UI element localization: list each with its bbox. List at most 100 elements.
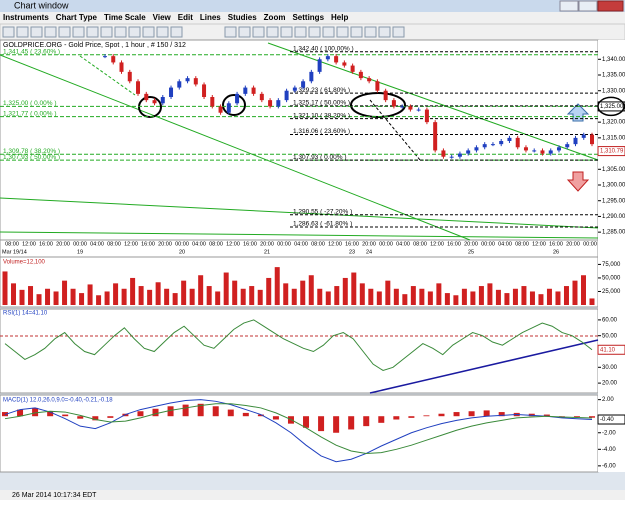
tool-button[interactable] [308,26,321,38]
candle [193,78,198,85]
macd-bar [257,414,264,417]
time-label: 16:00 [345,241,359,247]
candle [111,56,116,63]
candle [383,90,388,101]
volume-bar [419,288,425,305]
y-tick-label: 1,340.00 [602,57,625,63]
date-label: 19 [77,249,83,255]
menu-item[interactable]: View [153,13,172,22]
y-tick-label: 1,290.00 [602,214,625,220]
macd-bar [227,409,234,417]
macd-bar [333,416,340,433]
menu-item[interactable]: Settings [292,13,324,22]
menu-item[interactable]: Time Scale [104,13,146,22]
time-label: 00:00 [583,241,597,247]
tool-button[interactable] [336,26,349,38]
tool-button[interactable] [72,26,85,38]
candle [375,81,380,91]
price-panel [0,39,599,241]
time-label: 00:00 [379,241,393,247]
volume-bar [487,283,493,305]
time-label: 20:00 [566,241,580,247]
candle [152,100,157,104]
tool-button[interactable] [2,26,15,38]
macd-bar [47,411,54,417]
volume-bar [555,291,561,305]
menu-item[interactable]: Lines [200,13,221,22]
tool-button[interactable] [86,26,99,38]
candle [342,62,347,66]
volume-bar [325,291,331,305]
candle [185,78,190,82]
trend-line [0,231,599,239]
time-label: 04:00 [192,241,206,247]
candle [251,87,256,94]
menu-item[interactable]: Help [331,13,348,22]
tool-button[interactable] [280,26,293,38]
tool-button[interactable] [58,26,71,38]
tool-button[interactable] [266,26,279,38]
fib-label: 1,341.45 ( 23.60% ) [3,48,60,55]
tool-button[interactable] [44,26,57,38]
maximize-button[interactable] [578,0,598,12]
time-label: 16:00 [447,241,461,247]
volume-bar [351,272,357,305]
time-label: 12:00 [532,241,546,247]
volume-bar [427,291,433,305]
fib-label: 1,307.93 ( 0.00% ) [293,154,346,161]
tool-button[interactable] [156,26,169,38]
menu-item[interactable]: Chart Type [56,13,98,22]
tool-button[interactable] [294,26,307,38]
tool-button[interactable] [252,26,265,38]
tool-button[interactable] [350,26,363,38]
volume-bar [436,283,442,305]
menu-item[interactable]: Studies [228,13,257,22]
volume-bar [28,286,34,305]
candle [127,71,132,82]
tool-button[interactable] [30,26,43,38]
volume-bar [385,280,391,305]
candle [400,106,405,108]
tool-button[interactable] [170,26,183,38]
tool-button[interactable] [322,26,335,38]
y-tick-label: 1,285.00 [602,230,625,236]
volume-bar [206,286,212,305]
candle [317,59,322,72]
price-marker [597,414,625,425]
macd-bar [77,416,84,419]
candle [482,144,487,148]
menu-item[interactable]: Instruments [3,13,49,22]
candle [160,97,165,104]
volume-bar [87,284,93,305]
fib-label: 1,307.93 ( 50.00% ) [3,154,60,161]
volume-bar [478,286,484,305]
trend-line [0,197,599,229]
tool-button[interactable] [238,26,251,38]
volume-bar [572,280,578,305]
time-label: 04:00 [90,241,104,247]
candle [119,62,124,72]
toolbar-icons [2,26,405,38]
tool-button[interactable] [142,26,155,38]
rsi-trend-line [369,339,599,394]
candle [573,137,578,145]
tool-button[interactable] [100,26,113,38]
time-label: 08:00 [107,241,121,247]
minimize-button[interactable] [559,0,579,12]
tool-button[interactable] [364,26,377,38]
tool-button[interactable] [16,26,29,38]
tool-button[interactable] [392,26,405,38]
menu-item[interactable]: Edit [178,13,193,22]
date-label: 20 [179,249,185,255]
tool-button[interactable] [224,26,237,38]
tool-button[interactable] [128,26,141,38]
date-label: 24 [366,249,372,255]
menu-item[interactable]: Zoom [264,13,286,22]
fib-label: 1,321.77 ( 0.00% ) [3,110,56,117]
tool-button[interactable] [114,26,127,38]
time-label: 12:00 [328,241,342,247]
candle [408,106,413,110]
close-button[interactable] [597,0,624,12]
time-label: 16:00 [141,241,155,247]
tool-button[interactable] [378,26,391,38]
